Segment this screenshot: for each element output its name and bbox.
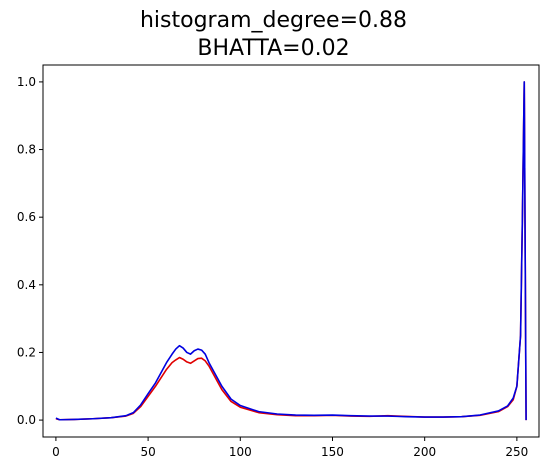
x-tick-label: 250 — [505, 445, 528, 459]
axes-frame — [42, 64, 540, 438]
y-tick-label: 1.0 — [17, 75, 36, 89]
x-tick-label: 100 — [229, 445, 252, 459]
y-tick-label: 0.0 — [17, 413, 36, 427]
series-layer — [55, 81, 527, 421]
ticks-layer: 0 50 100 150 200 250 0.0 0.2 0.4 0.6 0.8 1.0 — [17, 75, 528, 459]
chart-subtitle: BHATTA=0.02 — [197, 36, 350, 61]
chart-title: histogram_degree=0.88 — [139, 8, 408, 33]
y-tick-label: 0.8 — [17, 143, 36, 157]
x-tick-label: 200 — [413, 445, 436, 459]
x-tick-label: 0 — [52, 445, 60, 459]
y-tick-label: 0.6 — [17, 210, 36, 224]
x-tick-label: 150 — [321, 445, 344, 459]
y-tick-label: 0.4 — [17, 278, 36, 292]
x-tick-label: 50 — [140, 445, 155, 459]
series-line-1 — [55, 81, 527, 421]
y-tick-label: 0.2 — [17, 345, 36, 359]
series-line-0 — [55, 81, 527, 421]
